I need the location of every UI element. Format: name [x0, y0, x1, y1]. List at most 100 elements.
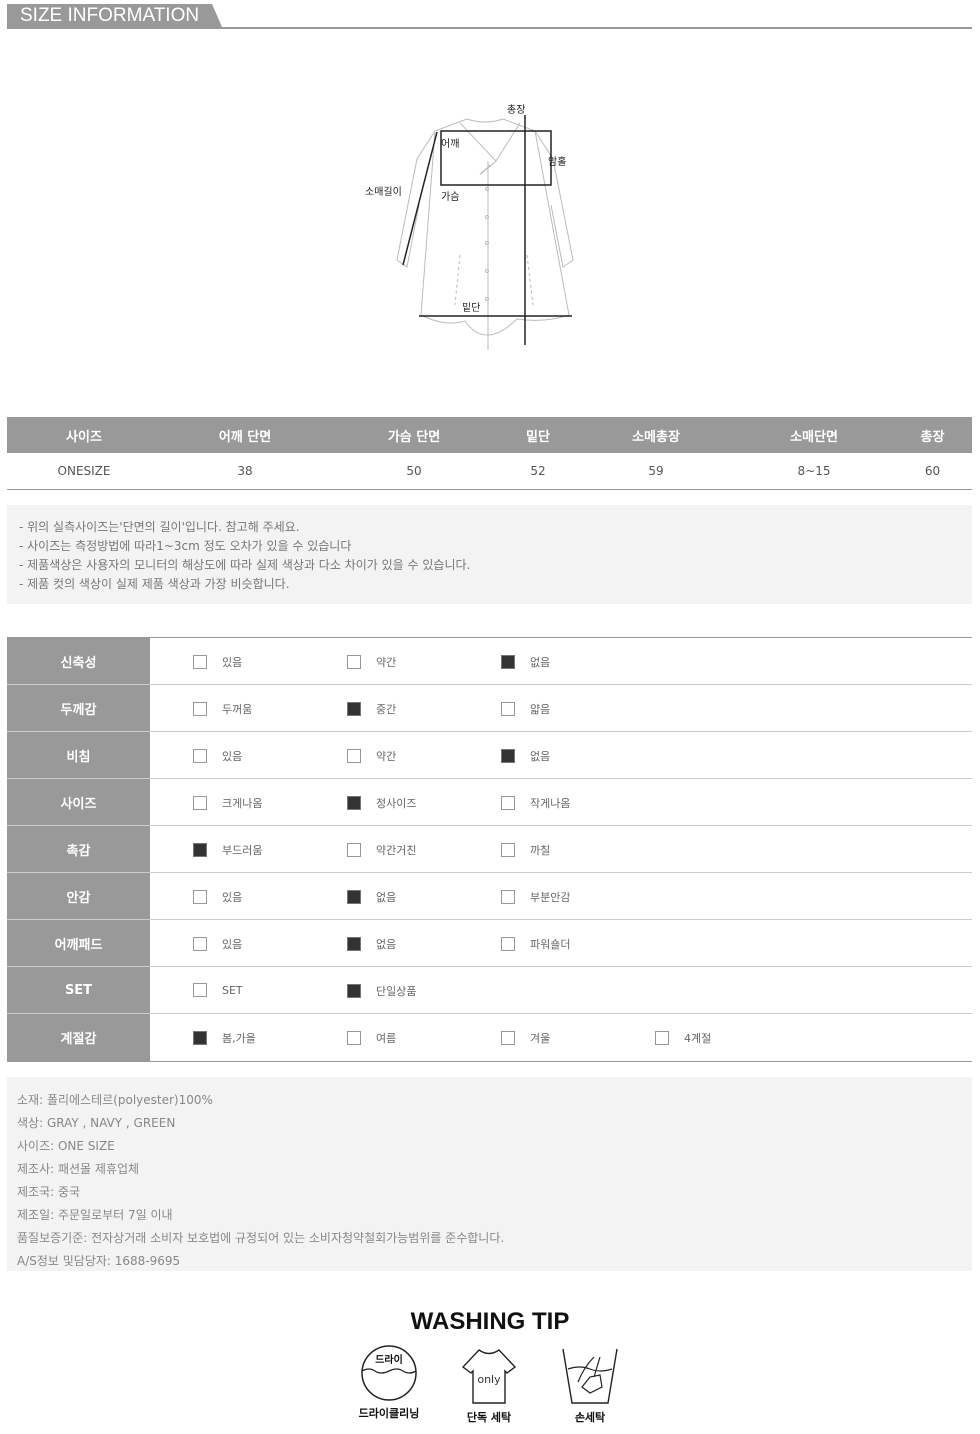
checkbox-unchecked[interactable] — [193, 890, 207, 904]
attribute-label: 안감 — [7, 873, 150, 919]
only-icon-text: only — [477, 1373, 501, 1386]
attribute-options: 크게나옴 정사이즈 작게나옴 — [150, 779, 972, 825]
col-header: 가슴 단면 — [329, 417, 499, 453]
option-label: 겨울 — [530, 1032, 551, 1045]
attribute-option[interactable]: 없음 — [347, 936, 396, 952]
attribute-option[interactable]: 약간 — [347, 654, 396, 670]
attribute-label: 비침 — [7, 732, 150, 778]
checkbox-checked[interactable] — [347, 796, 361, 810]
table-row: ONESIZE 38 50 52 59 8~15 60 — [7, 453, 972, 490]
cell: ONESIZE — [7, 453, 161, 490]
detail-line: 사이즈: ONE SIZE — [17, 1139, 115, 1153]
attribute-option[interactable]: 있음 — [193, 748, 242, 764]
checkbox-unchecked[interactable] — [347, 655, 361, 669]
attribute-options: 있음 없음 부분안감 — [150, 873, 972, 919]
attribute-option[interactable]: 얇음 — [501, 701, 550, 717]
note-line: - 제품색상은 사용자의 모니터의 해상도에 따라 실제 색상과 다소 차이가 … — [19, 558, 471, 572]
attribute-option[interactable]: 작게나옴 — [501, 795, 570, 811]
checkbox-unchecked[interactable] — [347, 843, 361, 857]
attribute-option[interactable]: 있음 — [193, 889, 242, 905]
option-label: 얇음 — [530, 703, 551, 716]
note-line: - 위의 실측사이즈는'단면의 길이'입니다. 참고해 주세요. — [19, 520, 300, 534]
attribute-option[interactable]: 약간 — [347, 748, 396, 764]
product-details: 소재: 폴리에스테르(polyester)100% 색상: GRAY , NAV… — [7, 1077, 972, 1271]
attribute-row: SET SET 단일상품 — [7, 967, 972, 1014]
attribute-option[interactable]: 여름 — [347, 1030, 396, 1046]
option-label: 단일상품 — [376, 985, 417, 998]
attribute-option[interactable]: 겨울 — [501, 1030, 550, 1046]
attribute-option[interactable]: 중간 — [347, 701, 396, 717]
checkbox-unchecked[interactable] — [501, 702, 515, 716]
attribute-option[interactable]: 없음 — [501, 748, 550, 764]
checkbox-checked[interactable] — [347, 702, 361, 716]
attribute-option[interactable]: SET — [193, 983, 243, 997]
checkbox-unchecked[interactable] — [501, 843, 515, 857]
checkbox-unchecked[interactable] — [193, 749, 207, 763]
washing-item-only: only 단독 세탁 — [444, 1347, 534, 1425]
checkbox-unchecked[interactable] — [347, 749, 361, 763]
checkbox-unchecked[interactable] — [193, 796, 207, 810]
attribute-option[interactable]: 약간거친 — [347, 842, 416, 858]
checkbox-checked[interactable] — [347, 984, 361, 998]
note-line: - 제품 컷의 색상이 실제 제품 색상과 가장 비슷합니다. — [19, 577, 290, 591]
option-label: 있음 — [222, 938, 243, 951]
option-label: 두꺼움 — [222, 703, 253, 716]
attribute-option[interactable]: 없음 — [501, 654, 550, 670]
checkbox-unchecked[interactable] — [347, 1031, 361, 1045]
label-hem: 밑단 — [462, 303, 481, 314]
attribute-option[interactable]: 정사이즈 — [347, 795, 416, 811]
attribute-option[interactable]: 크게나옴 — [193, 795, 262, 811]
label-total-length: 총장 — [507, 105, 526, 116]
attribute-options: 있음 없음 파워숄더 — [150, 920, 972, 966]
checkbox-unchecked[interactable] — [193, 937, 207, 951]
attribute-options: 부드러움 약간거친 까칠 — [150, 826, 972, 872]
attribute-option[interactable]: 봄,가을 — [193, 1030, 256, 1046]
section-title: SIZE INFORMATION — [7, 4, 222, 27]
garment-illustration — [396, 115, 574, 350]
checkbox-checked[interactable] — [501, 655, 515, 669]
cell: 8~15 — [735, 453, 893, 490]
checkbox-unchecked[interactable] — [655, 1031, 669, 1045]
attribute-option[interactable]: 4계절 — [655, 1030, 711, 1046]
attribute-option[interactable]: 있음 — [193, 654, 242, 670]
attribute-option[interactable]: 부분안감 — [501, 889, 570, 905]
checkbox-unchecked[interactable] — [501, 890, 515, 904]
option-label: 없음 — [376, 938, 397, 951]
col-header: 사이즈 — [7, 417, 161, 453]
attribute-label: 촉감 — [7, 826, 150, 872]
detail-line: 품질보증기준: 전자상거래 소비자 보호법에 규정되어 있는 소비자청약철회가능… — [17, 1231, 505, 1245]
attribute-option[interactable]: 까칠 — [501, 842, 550, 858]
option-label: 작게나옴 — [530, 797, 571, 810]
attribute-option[interactable]: 부드러움 — [193, 842, 262, 858]
attribute-row: 안감 있음 없음 부분안감 — [7, 873, 972, 920]
checkbox-unchecked[interactable] — [193, 655, 207, 669]
attribute-label: 신축성 — [7, 638, 150, 684]
option-label: 크게나옴 — [222, 797, 263, 810]
checkbox-unchecked[interactable] — [193, 702, 207, 716]
attribute-option[interactable]: 파워숄더 — [501, 936, 570, 952]
attribute-label: 사이즈 — [7, 779, 150, 825]
attribute-row: 신축성 있음 약간 없음 — [7, 638, 972, 685]
checkbox-unchecked[interactable] — [501, 1031, 515, 1045]
option-label: 까칠 — [530, 844, 551, 857]
option-label: 없음 — [530, 750, 551, 763]
checkbox-checked[interactable] — [193, 1031, 207, 1045]
option-label: 중간 — [376, 703, 397, 716]
attribute-option[interactable]: 있음 — [193, 936, 242, 952]
attribute-option[interactable]: 단일상품 — [347, 983, 416, 999]
washing-label: 드라이클리닝 — [358, 1407, 420, 1420]
option-label: 정사이즈 — [376, 797, 417, 810]
option-label: 있음 — [222, 750, 243, 763]
attribute-row: 사이즈 크게나옴 정사이즈 작게나옴 — [7, 779, 972, 826]
checkbox-unchecked[interactable] — [501, 796, 515, 810]
cell: 50 — [329, 453, 499, 490]
option-label: SET — [222, 983, 243, 997]
attribute-option[interactable]: 두꺼움 — [193, 701, 252, 717]
checkbox-checked[interactable] — [347, 890, 361, 904]
checkbox-checked[interactable] — [193, 843, 207, 857]
checkbox-unchecked[interactable] — [193, 983, 207, 997]
checkbox-checked[interactable] — [501, 749, 515, 763]
checkbox-checked[interactable] — [347, 937, 361, 951]
checkbox-unchecked[interactable] — [501, 937, 515, 951]
attribute-option[interactable]: 없음 — [347, 889, 396, 905]
